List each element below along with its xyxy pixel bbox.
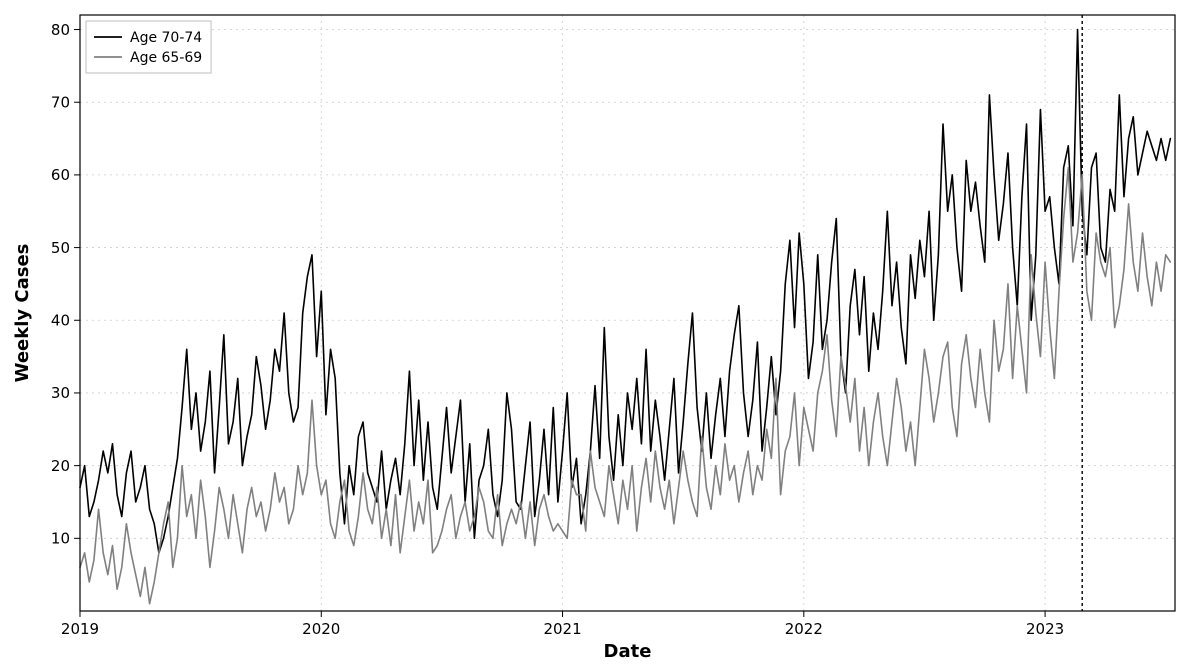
y-tick-label: 10 [51, 530, 70, 548]
weekly-cases-line-chart: 2019 2020 2021 2022 2023 10 20 30 40 50 60 70 80 Date… [0, 0, 1200, 671]
x-tick-label: 2021 [543, 620, 581, 638]
x-tick-label: 2023 [1026, 620, 1064, 638]
x-tick-label: 2019 [61, 620, 99, 638]
y-tick-label: 20 [51, 457, 70, 475]
x-tick-label: 2022 [785, 620, 823, 638]
y-tick-label: 40 [51, 312, 70, 330]
legend: Age 70-74 Age 65-69 [86, 21, 211, 73]
legend-label: Age 65-69 [130, 50, 202, 66]
legend-label: Age 70-74 [130, 30, 202, 46]
y-tick-label: 70 [51, 93, 70, 111]
y-tick-label: 30 [51, 384, 70, 402]
y-axis-label: Weekly Cases [12, 244, 33, 383]
chart-container: 2019 2020 2021 2022 2023 10 20 30 40 50 60 70 80 Date… [0, 0, 1200, 671]
x-tick-label: 2020 [302, 620, 340, 638]
x-axis-label: Date [604, 641, 652, 662]
y-tick-label: 60 [51, 166, 70, 184]
y-tick-label: 50 [51, 239, 70, 257]
y-tick-label: 80 [51, 21, 70, 39]
